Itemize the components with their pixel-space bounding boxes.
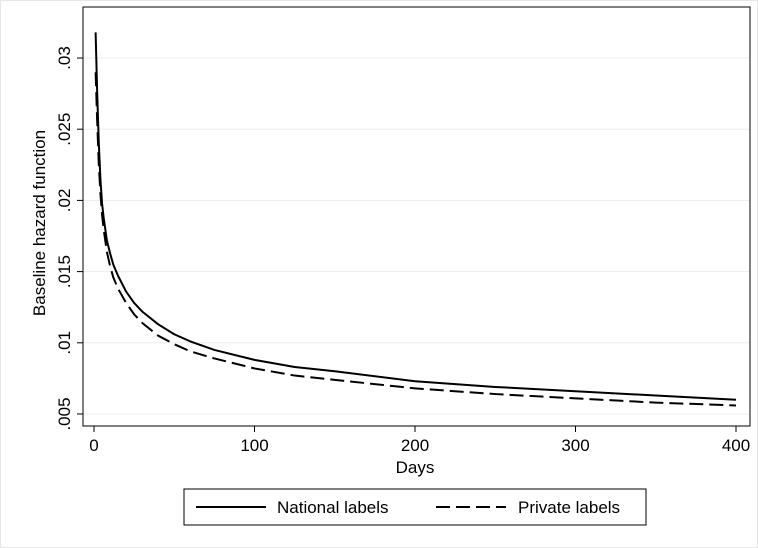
x-tick-label: 400	[722, 436, 750, 455]
legend-label-private: Private labels	[518, 498, 620, 517]
y-tick-label: .03	[55, 46, 74, 70]
y-tick-label: .01	[55, 331, 74, 355]
x-tick-label: 300	[561, 436, 589, 455]
y-tick-label: .02	[55, 189, 74, 213]
y-tick-label: .015	[55, 255, 74, 288]
series-line-private	[94, 72, 737, 407]
x-tick-label: 0	[89, 436, 98, 455]
legend-label-national: National labels	[277, 498, 389, 517]
plot-frame	[82, 6, 751, 427]
x-tick-label: 200	[401, 436, 429, 455]
legend: National labels Private labels	[183, 488, 647, 526]
y-tick-label: .005	[55, 397, 74, 430]
x-axis-title: Days	[396, 458, 435, 477]
axes: .005 .01 .015 .02 .025 .03 0 100 200 300 400	[55, 6, 751, 455]
y-tick-label: .025	[55, 113, 74, 146]
x-tick-label: 100	[240, 436, 268, 455]
series-lines	[94, 32, 737, 407]
y-axis-title: Baseline hazard function	[30, 130, 49, 316]
